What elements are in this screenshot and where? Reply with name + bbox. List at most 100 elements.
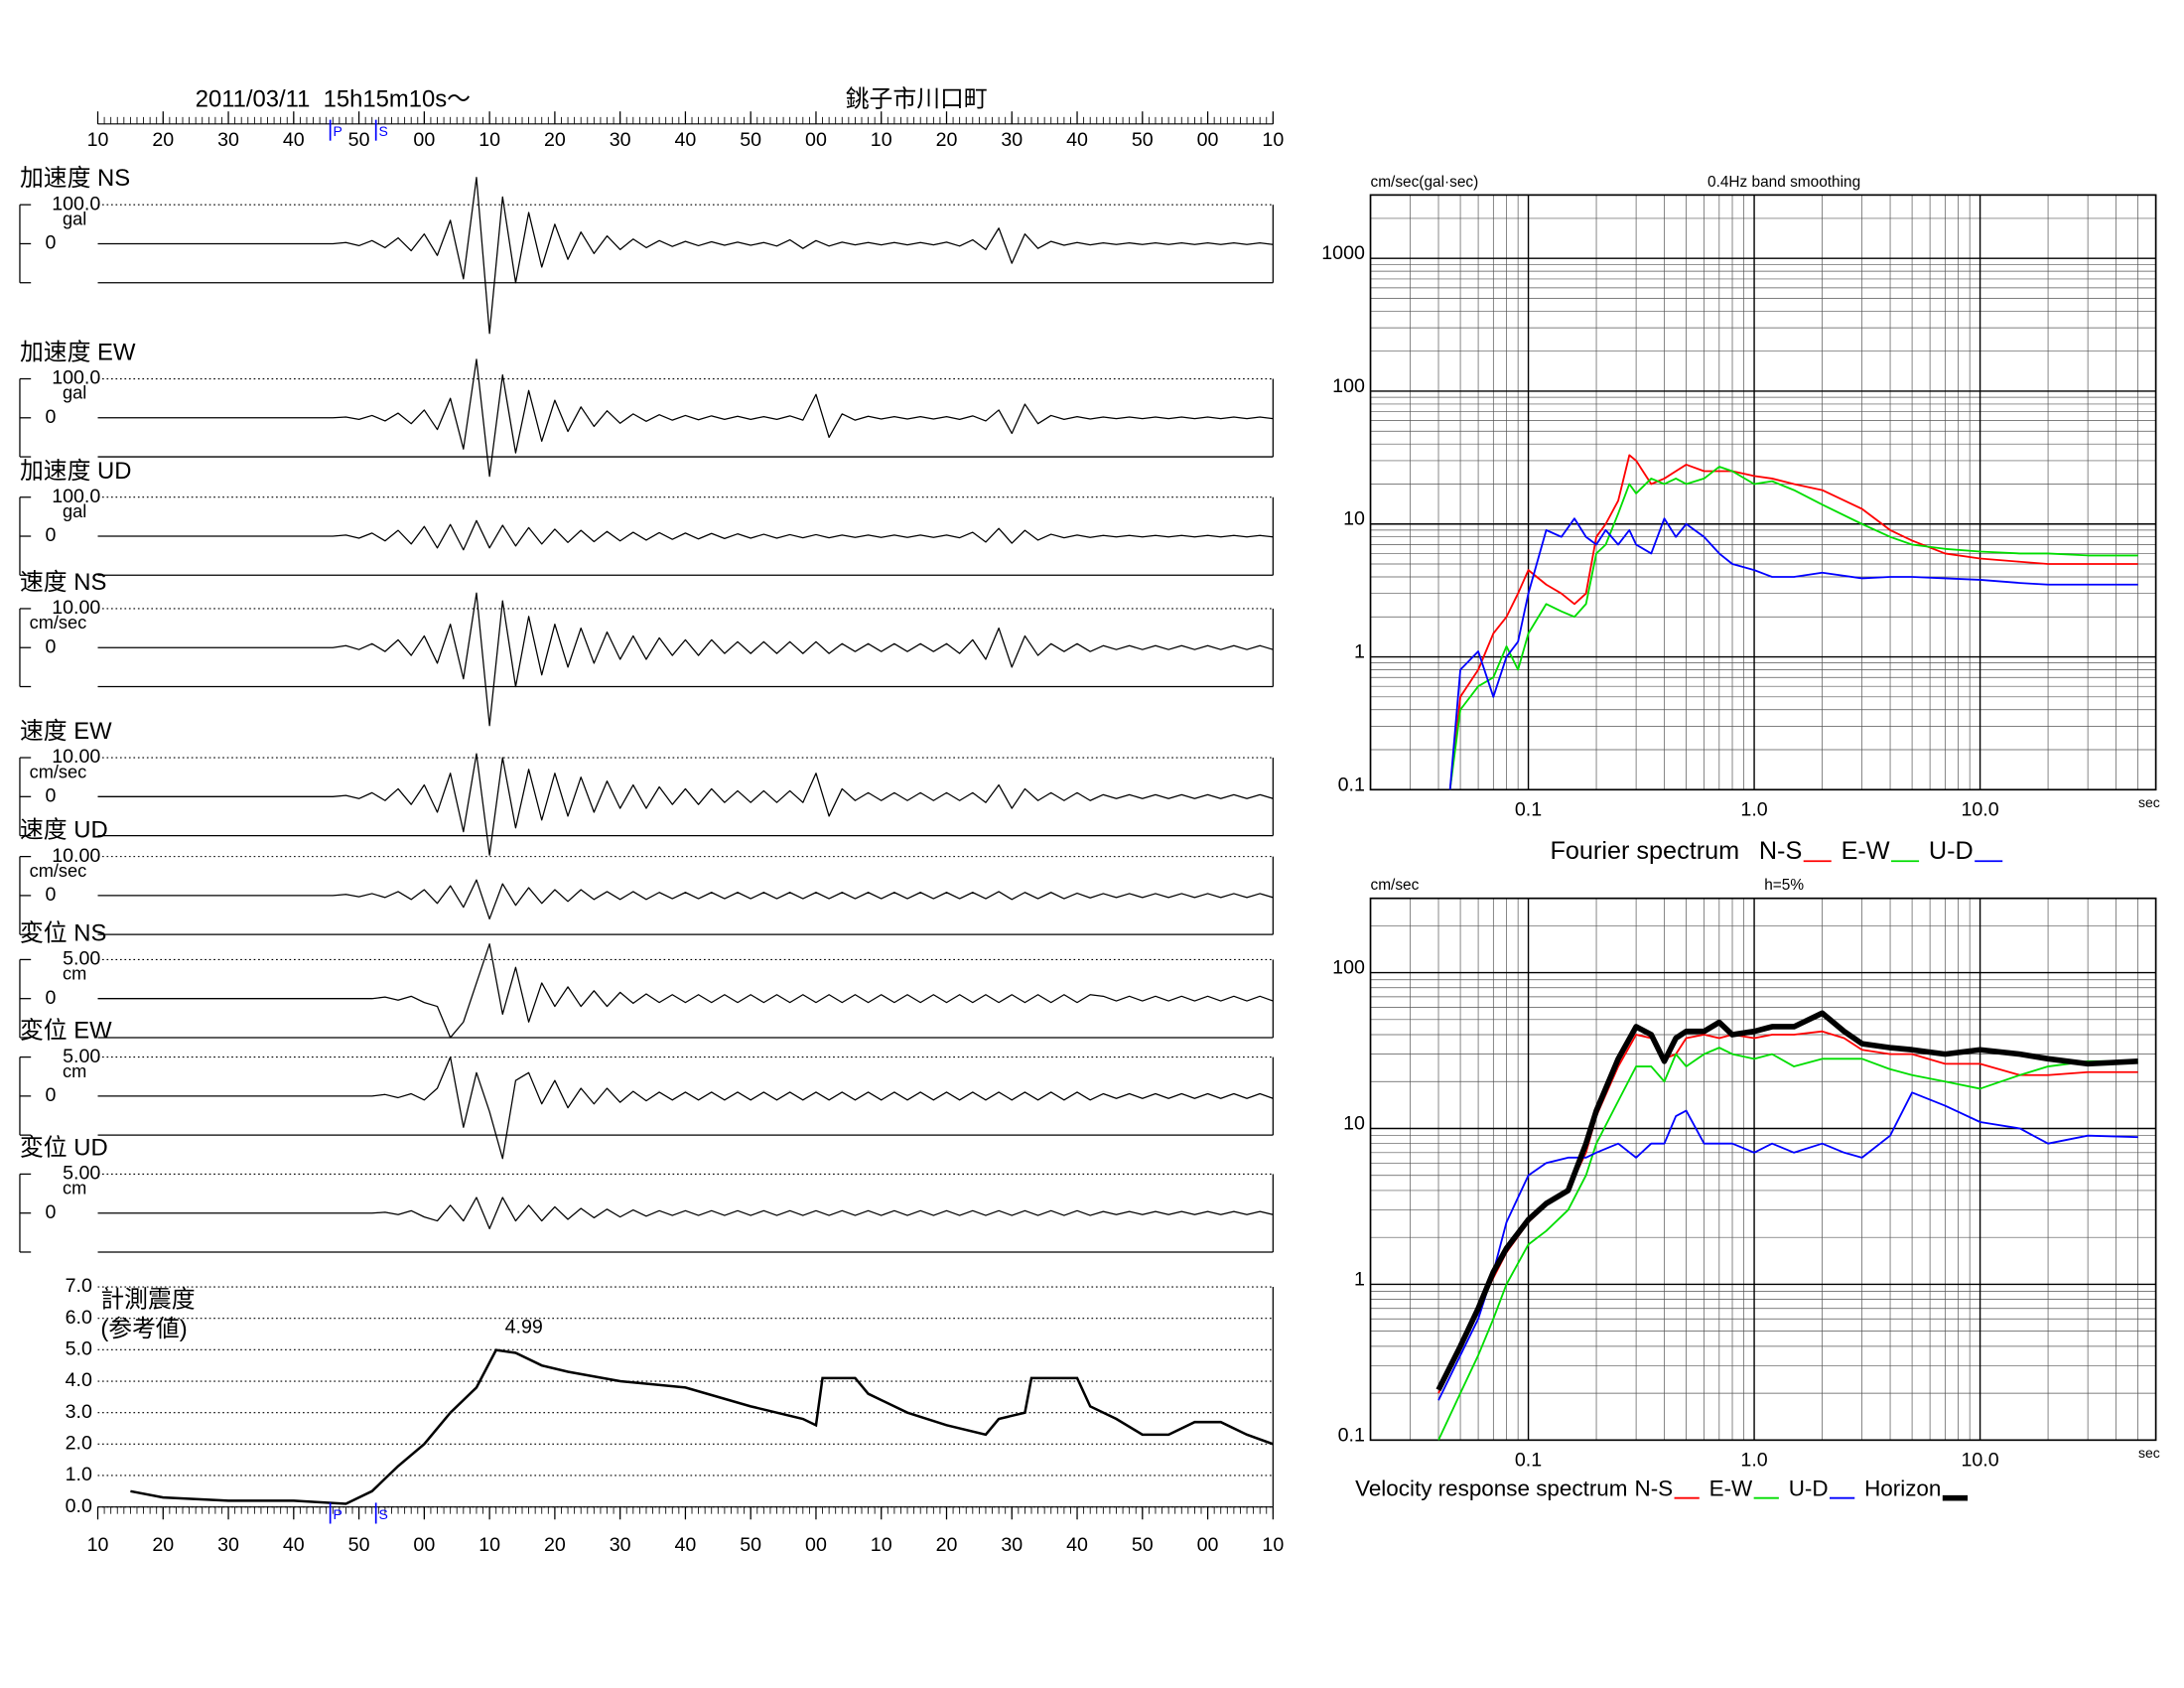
panel-unit: cm/sec [30, 761, 87, 781]
spectrum-line [1437, 1047, 2138, 1441]
intensity-tick-label: 6.0 [66, 1307, 92, 1329]
time-tick-label: 40 [283, 129, 305, 151]
panel-label: 速度 UD [20, 817, 108, 844]
panel-tick-label: 0 [46, 635, 57, 657]
legend-label: U-D [1929, 837, 1974, 865]
panel-label: 変位 UD [20, 1134, 108, 1161]
y-tick-label: 1000 [1321, 242, 1365, 264]
y-tick-label: 100 [1332, 375, 1365, 397]
chart-subtitle: 0.4Hz band smoothing [1707, 174, 1860, 191]
legend-label: Horizon [1864, 1477, 1941, 1501]
time-tick-label: 30 [217, 129, 239, 151]
panel-tick-label: 10.00 [52, 746, 100, 768]
panel-tick-label: 0 [46, 232, 57, 254]
panel-unit: gal [63, 382, 86, 403]
time-tick-label: 40 [283, 1534, 305, 1556]
time-tick-label: 30 [1001, 129, 1023, 151]
waveform-trace [97, 177, 1274, 335]
panel-tick-label: 0 [46, 1084, 57, 1106]
panel-tick-label: 100.0 [52, 193, 100, 214]
panel-unit: cm/sec [30, 860, 87, 881]
panel-tick-label: 0 [46, 884, 57, 906]
spectrum-line [1435, 1010, 2138, 1392]
y-tick-label: 0.1 [1338, 1424, 1365, 1446]
time-tick-label: 50 [1132, 1534, 1154, 1556]
legend-label: E-W [1842, 837, 1890, 865]
plot-frame [1369, 897, 2157, 1442]
time-tick-label: 40 [675, 1534, 697, 1556]
spectrum-line [1448, 454, 2138, 790]
x-tick-label: 10.0 [1961, 799, 1998, 821]
time-tick-label: 40 [1066, 129, 1088, 151]
time-tick-label: 10 [1262, 1534, 1284, 1556]
time-tick-label: 40 [1066, 1534, 1088, 1556]
panel-tick-label: 100.0 [52, 367, 100, 389]
x-axis-unit: sec [2138, 1445, 2160, 1461]
intensity-tick-label: 4.0 [66, 1369, 92, 1391]
panel-tick-label: 10.00 [52, 597, 100, 619]
waveform-trace [97, 1055, 1274, 1160]
intensity-tick-label: 7.0 [66, 1275, 92, 1297]
spectrum-line [1448, 517, 2138, 790]
time-tick-label: 10 [87, 1534, 109, 1556]
chart-subtitle: h=5% [1764, 877, 1804, 894]
time-tick-label: 10 [87, 129, 109, 151]
panel-label: 変位 NS [20, 919, 106, 946]
waveform-trace [97, 519, 1274, 551]
time-tick-label: 50 [348, 129, 370, 151]
phase-label: P [333, 123, 341, 139]
y-tick-label: 1 [1354, 641, 1365, 663]
time-tick-label: 10 [478, 129, 500, 151]
station-name: 銚子市川口町 [846, 85, 988, 112]
panel-unit: cm/sec [30, 612, 87, 633]
time-tick-label: 00 [413, 1534, 435, 1556]
time-tick-label: 10 [871, 129, 892, 151]
y-axis-label: cm/sec [1371, 877, 1420, 894]
time-tick-label: 30 [217, 1534, 239, 1556]
x-tick-label: 1.0 [1740, 1450, 1767, 1472]
panel-label: 加速度 EW [20, 340, 136, 366]
x-tick-label: 0.1 [1515, 799, 1542, 821]
x-tick-label: 10.0 [1961, 1450, 1998, 1472]
time-tick-label: 40 [675, 129, 697, 151]
time-tick-label: 00 [413, 129, 435, 151]
waveform-trace [97, 753, 1274, 856]
waveform-trace [97, 943, 1274, 1039]
legend-label: N-S [1759, 837, 1802, 865]
intensity-tick-label: 5.0 [66, 1338, 92, 1360]
x-tick-label: 1.0 [1740, 799, 1767, 821]
time-tick-label: 20 [152, 129, 174, 151]
y-tick-label: 1 [1354, 1268, 1365, 1290]
x-axis-unit: sec [2138, 794, 2160, 810]
time-tick-label: 20 [936, 1534, 958, 1556]
panel-tick-label: 0 [46, 406, 57, 428]
intensity-tick-label: 2.0 [66, 1433, 92, 1455]
panel-label: 加速度 UD [20, 458, 132, 485]
panel-tick-label: 0 [46, 784, 57, 806]
panel-unit: cm [63, 1060, 86, 1081]
intensity-tick-label: 1.0 [66, 1464, 92, 1485]
panel-label: 速度 EW [20, 718, 112, 745]
panel-tick-label: 0 [46, 524, 57, 546]
time-tick-label: 50 [348, 1534, 370, 1556]
legend-label: E-W [1709, 1477, 1753, 1501]
panel-label: 加速度 NS [20, 165, 130, 192]
panel-tick-label: 5.00 [63, 1046, 100, 1067]
legend-label: N-S [1634, 1477, 1673, 1501]
y-tick-label: 10 [1343, 1112, 1365, 1134]
time-tick-label: 00 [805, 129, 827, 151]
spectrum-line [1437, 1091, 2138, 1401]
time-tick-label: 20 [544, 1534, 566, 1556]
time-tick-label: 20 [936, 129, 958, 151]
record-time: 2011/03/11 15h15m10s〜 [196, 85, 471, 112]
panel-tick-label: 0 [46, 987, 57, 1009]
time-tick-label: 50 [1132, 129, 1154, 151]
legend-title: Velocity response spectrum [1355, 1477, 1627, 1501]
panel-unit: cm [63, 1178, 86, 1198]
time-tick-label: 10 [478, 1534, 500, 1556]
plot-frame [1369, 194, 2157, 791]
phase-label: S [378, 1506, 387, 1522]
y-tick-label: 0.1 [1338, 774, 1365, 795]
y-tick-label: 10 [1343, 508, 1365, 530]
